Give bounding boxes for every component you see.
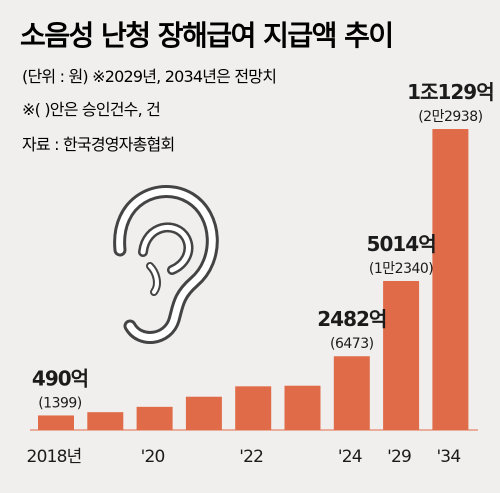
labels: (1399) 490억 (6473) 2482억 (1만2340) 5014억 (2만293… bbox=[32, 80, 495, 411]
x-axis-ticks: 2018년 '20 '22 '24 '29 '34 bbox=[27, 447, 462, 467]
tick-label-2029: '29 bbox=[387, 447, 411, 467]
bars bbox=[38, 129, 469, 431]
value-label-2029: 5014억 bbox=[367, 232, 436, 256]
count-label-2034: (2만2938) bbox=[418, 109, 482, 125]
bar-2024 bbox=[333, 356, 370, 430]
count-note: ※( )안은 승인건수, 건 bbox=[22, 100, 160, 119]
unit-note: (단위 : 원) ※2029년, 2034년은 전망치 bbox=[22, 67, 276, 86]
count-label-2029: (1만2340) bbox=[369, 261, 433, 277]
tick-label-2034: '34 bbox=[436, 447, 460, 467]
value-label-2018: 490억 bbox=[32, 366, 88, 390]
source-note: 자료 : 한국경영자총협회 bbox=[22, 135, 174, 154]
count-label-2024: (6473) bbox=[330, 336, 374, 352]
bar-2022 bbox=[235, 386, 272, 430]
bar-2021 bbox=[185, 396, 222, 430]
value-label-2024: 2482억 bbox=[317, 307, 386, 331]
tick-label-2020: '20 bbox=[141, 447, 165, 467]
ear-icon bbox=[113, 185, 219, 344]
bar-2020 bbox=[136, 406, 173, 430]
chart-title: 소음성 난청 장해급여 지급액 추이 bbox=[20, 19, 393, 52]
bar-2034 bbox=[432, 129, 469, 431]
tick-label-2022: '22 bbox=[239, 447, 263, 467]
bar-2023 bbox=[284, 385, 321, 430]
tick-label-2018: 2018년 bbox=[27, 447, 82, 467]
bar-2018 bbox=[38, 415, 74, 430]
bar-2029 bbox=[383, 281, 420, 430]
value-label-2034: 1조129억 bbox=[407, 80, 493, 104]
bar-2019 bbox=[87, 412, 124, 430]
tick-label-2024: '24 bbox=[338, 447, 362, 467]
count-label-2018: (1399) bbox=[38, 395, 82, 411]
